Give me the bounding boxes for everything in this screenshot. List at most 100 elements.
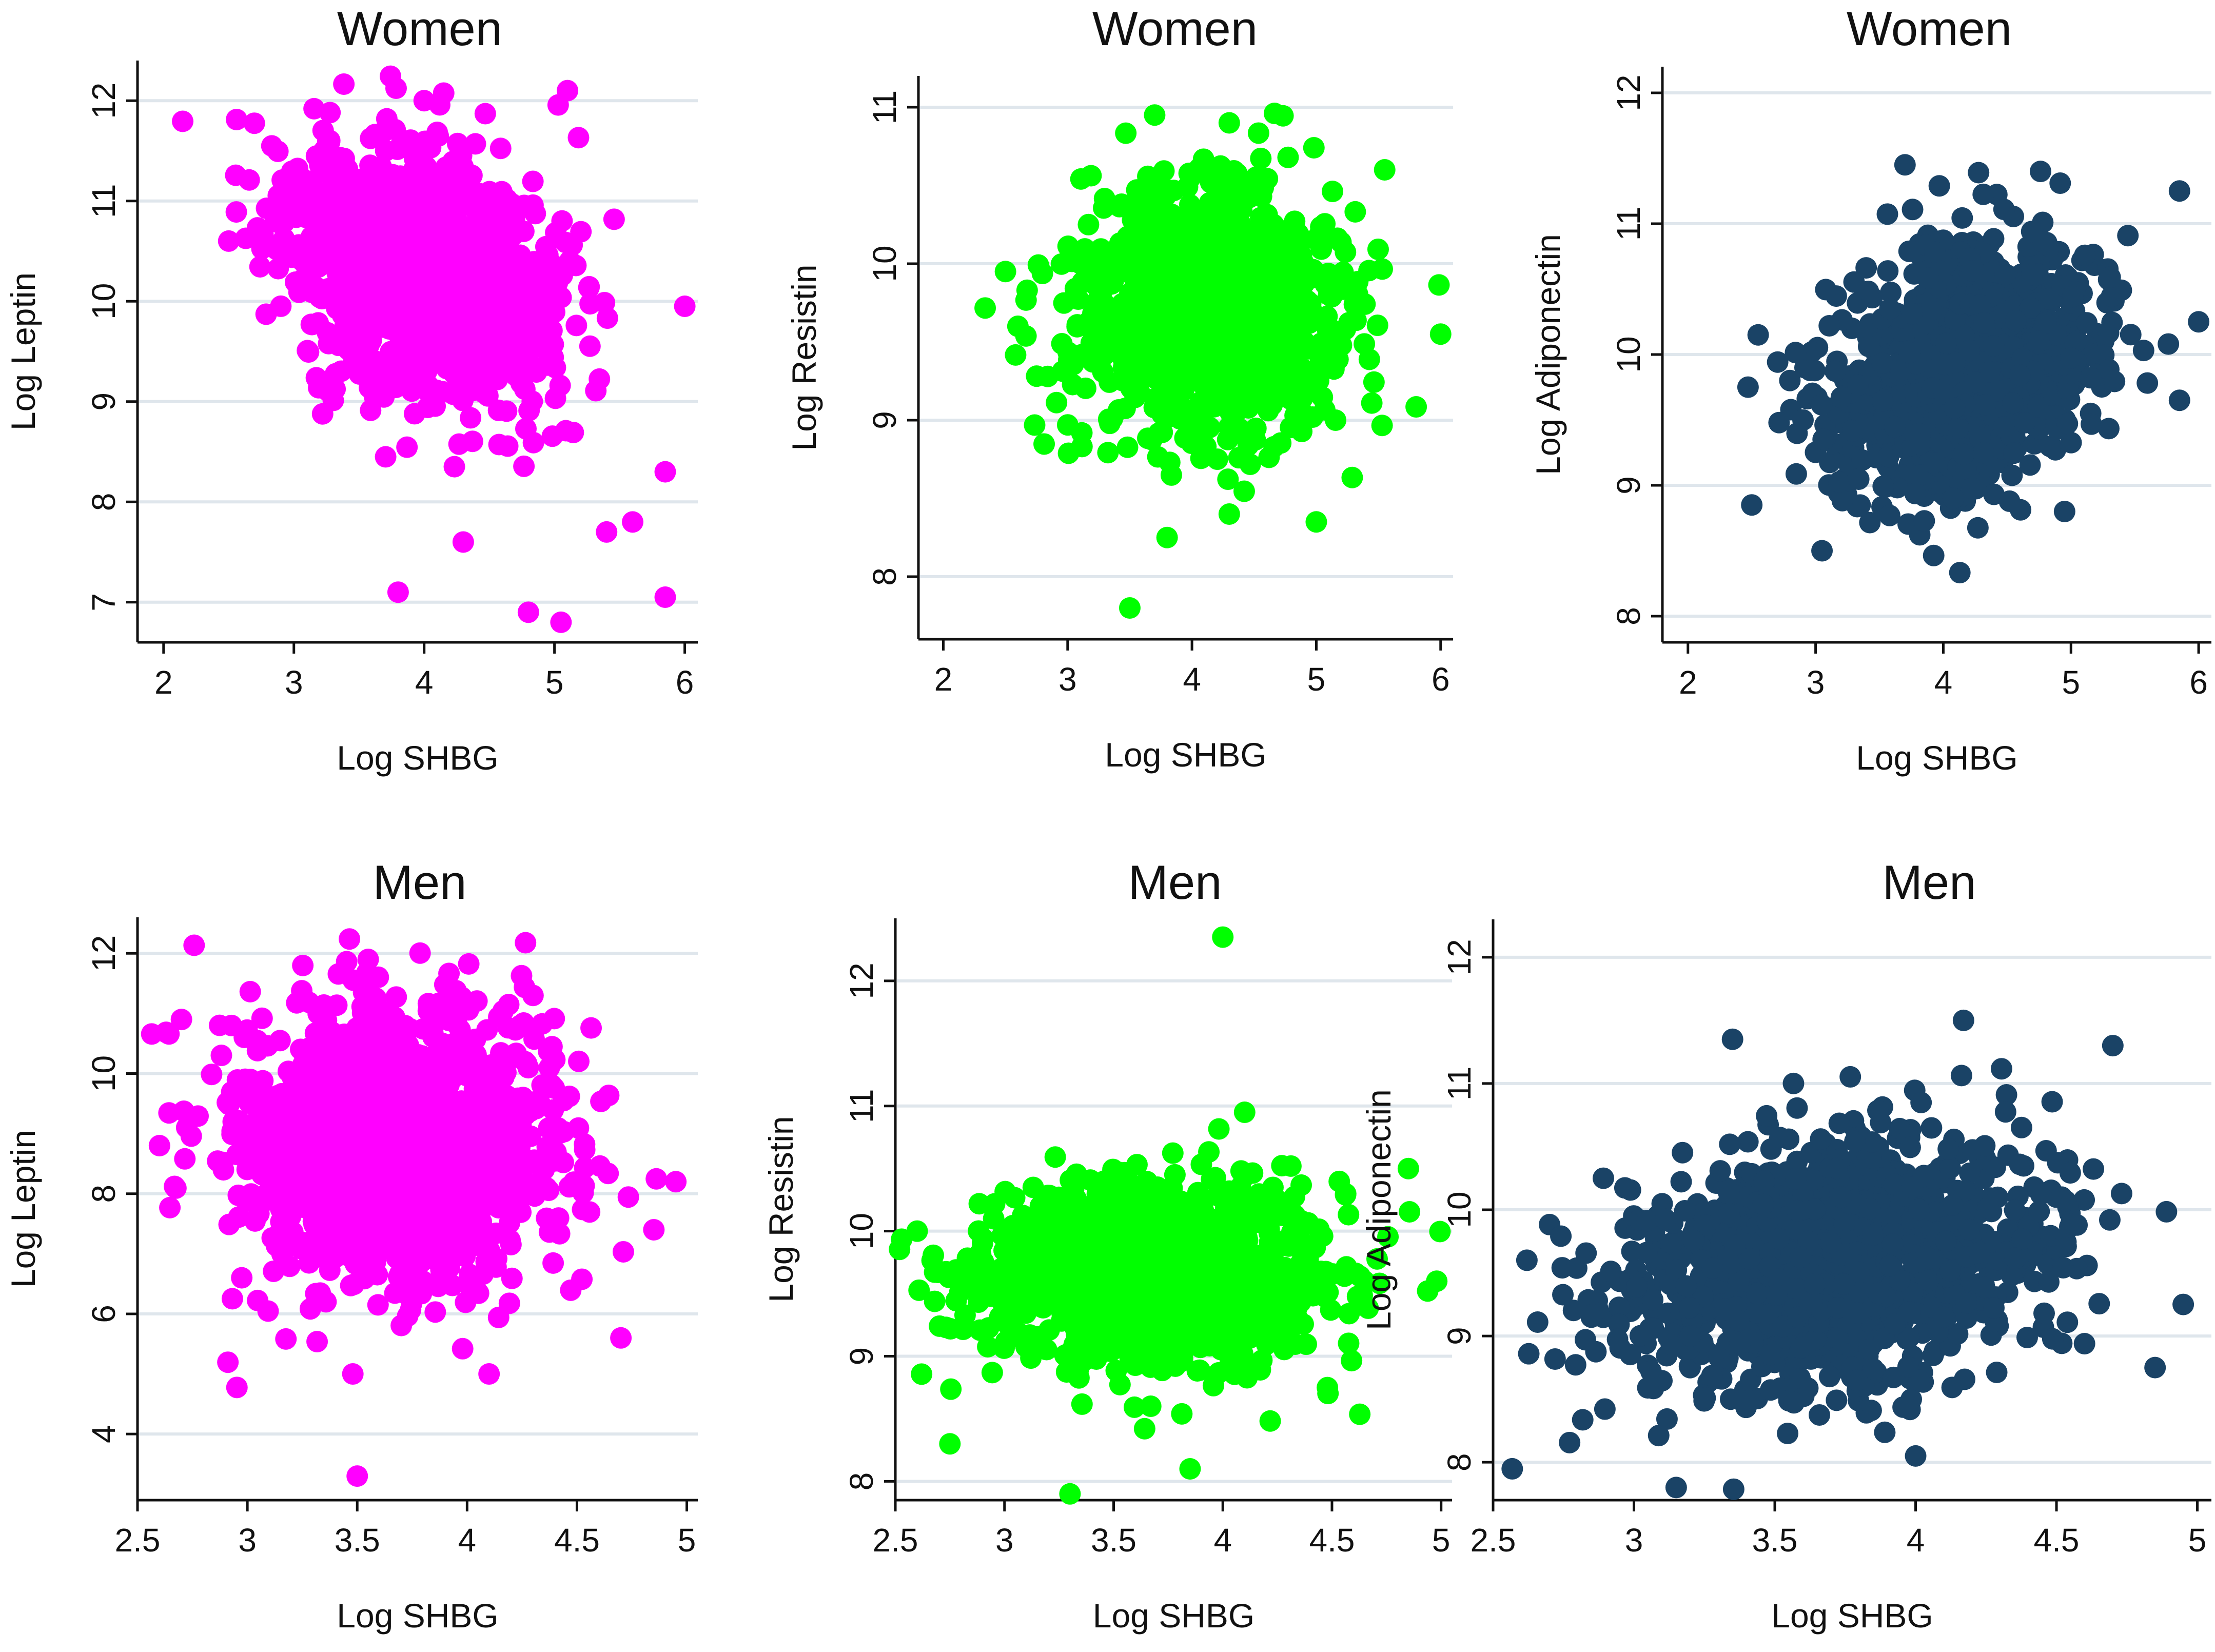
- data-point: [1923, 544, 1945, 566]
- y-tick-label: 10: [866, 245, 903, 282]
- x-tick-label: 3: [1059, 661, 1077, 698]
- x-tick-label: 4: [1934, 664, 1953, 701]
- x-tick-label: 3: [285, 664, 303, 701]
- data-point: [1847, 374, 1869, 396]
- data-point: [373, 386, 395, 408]
- data-point: [1902, 199, 1924, 221]
- data-point: [502, 304, 524, 326]
- data-point: [1093, 188, 1115, 210]
- x-tick-label: 2: [1679, 664, 1697, 701]
- data-point: [1174, 427, 1196, 449]
- data-point: [1064, 278, 1086, 300]
- data-point: [1074, 238, 1096, 260]
- data-point: [1105, 302, 1127, 324]
- data-point: [2099, 266, 2121, 288]
- data-point: [464, 133, 486, 155]
- data-point: [1298, 338, 1320, 360]
- data-point: [522, 170, 544, 192]
- data-point: [2120, 324, 2142, 346]
- x-tick-label: 4: [1183, 661, 1201, 698]
- data-point: [210, 1045, 232, 1067]
- x-tick-label: 4: [415, 664, 434, 701]
- data-point: [1983, 335, 2005, 357]
- data-point: [1314, 399, 1336, 421]
- data-point: [496, 337, 518, 359]
- data-point: [271, 169, 293, 191]
- data-point: [475, 1250, 497, 1272]
- data-point: [1948, 417, 1970, 439]
- data-point: [380, 341, 402, 363]
- y-tick-label: 11: [85, 184, 122, 218]
- y-tick-label: 9: [866, 411, 903, 429]
- data-point: [243, 112, 265, 134]
- y-tick-label: 10: [1610, 336, 1647, 372]
- data-point: [473, 185, 495, 207]
- data-point: [326, 154, 348, 176]
- data-point: [1259, 293, 1281, 316]
- data-point: [371, 316, 393, 338]
- data-point: [2005, 310, 2027, 332]
- data-point: [1878, 504, 1900, 526]
- data-point: [1268, 258, 1290, 280]
- data-point: [974, 297, 996, 319]
- data-point: [499, 215, 521, 237]
- data-point: [1785, 463, 1807, 485]
- data-point: [1405, 396, 1427, 418]
- data-point: [489, 137, 512, 160]
- data-point: [1177, 213, 1199, 235]
- data-point: [1061, 348, 1083, 370]
- data-point: [420, 385, 442, 407]
- data-point: [557, 80, 579, 102]
- data-point: [1062, 373, 1084, 396]
- data-point: [654, 586, 676, 608]
- data-point: [1428, 274, 1450, 296]
- data-point: [1964, 371, 1986, 394]
- data-point: [400, 211, 422, 233]
- data-point: [518, 400, 540, 422]
- data-point: [1879, 298, 1901, 320]
- data-point: [1300, 298, 1322, 320]
- data-point: [298, 341, 320, 363]
- x-tick-label: 4: [458, 1522, 477, 1559]
- data-point: [1969, 294, 1991, 316]
- data-point: [1785, 342, 1807, 364]
- data-point: [1935, 332, 1957, 355]
- data-point: [333, 73, 355, 95]
- data-point: [1871, 352, 1893, 374]
- y-tick-label: 9: [1610, 476, 1647, 495]
- data-point: [1961, 260, 1983, 282]
- data-point: [1218, 503, 1240, 525]
- data-point: [598, 1085, 620, 1107]
- data-point: [1188, 259, 1210, 281]
- data-point: [2080, 367, 2102, 389]
- x-tick-label: 5: [678, 1522, 696, 1559]
- data-point: [524, 203, 546, 225]
- data-point: [1156, 526, 1178, 548]
- data-points: [172, 65, 696, 633]
- data-point: [1105, 327, 1127, 349]
- data-point: [1144, 104, 1166, 126]
- data-point: [1132, 188, 1154, 210]
- y-tick-label: 10: [85, 1055, 122, 1092]
- data-point: [1097, 442, 1119, 464]
- data-point: [2001, 464, 2023, 486]
- x-axis-label: Log SHBG: [1856, 739, 2018, 777]
- data-point: [1972, 183, 1994, 205]
- data-point: [1127, 377, 1149, 399]
- x-tick-label: 3.5: [335, 1522, 380, 1559]
- data-point: [484, 323, 506, 345]
- data-point: [165, 1177, 187, 1199]
- data-point: [452, 531, 474, 553]
- data-point: [2117, 225, 2139, 247]
- data-point: [1961, 477, 1983, 499]
- data-point: [1263, 102, 1285, 124]
- data-point: [1279, 388, 1301, 410]
- data-point: [339, 928, 361, 950]
- data-point: [558, 1086, 580, 1108]
- data-point: [226, 108, 248, 130]
- data-point: [1815, 279, 1837, 301]
- x-axis-label: Log SHBG: [1105, 736, 1267, 774]
- data-point: [1077, 213, 1100, 235]
